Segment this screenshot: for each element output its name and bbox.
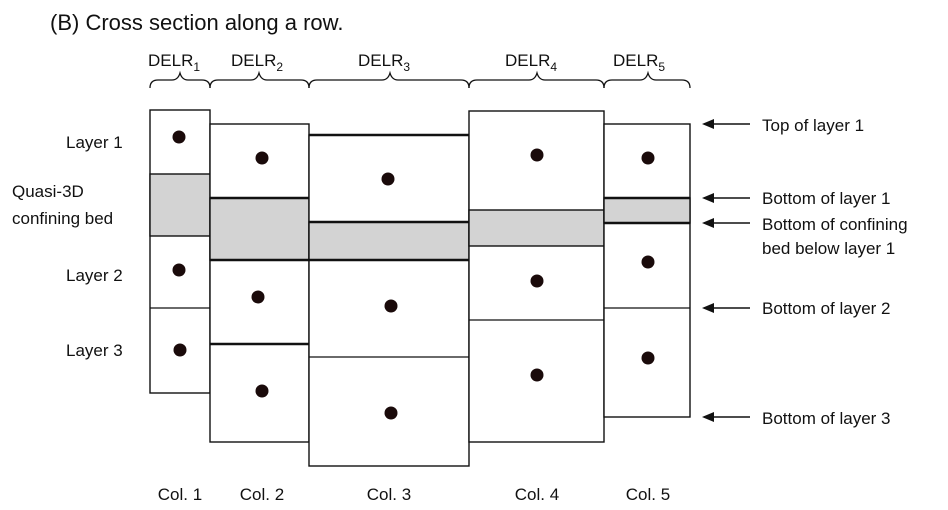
label-confining-bed: confining bed [12, 209, 113, 228]
column-1 [149, 109, 211, 394]
arrow-bottom-confining [702, 218, 750, 228]
column-4-confining-bed [468, 209, 605, 247]
column-1-node-layer3 [173, 343, 187, 357]
delr-brace-4 [468, 70, 605, 89]
column-4-node-layer3 [530, 368, 544, 382]
column-5-node-layer2 [641, 255, 655, 269]
diagram-title: (B) Cross section along a row. [50, 10, 343, 35]
label-bed-below-layer-1: bed below layer 1 [762, 239, 895, 258]
column-label-5: Col. 5 [626, 485, 670, 504]
column-4 [468, 110, 605, 443]
column-3-confining-bed [308, 221, 470, 261]
column-1-confining-bed [149, 173, 211, 237]
label-layer-3: Layer 3 [66, 341, 123, 360]
column-2 [209, 123, 310, 443]
column-5-confining-bed [603, 197, 691, 224]
column-2-node-layer2 [251, 290, 265, 304]
delr-label-3: DELR3 [358, 51, 410, 74]
label-top-of-layer-1: Top of layer 1 [762, 116, 864, 135]
column-5-node-layer3 [641, 351, 655, 365]
delr-brace-3 [308, 70, 470, 89]
column-5-outline [603, 123, 691, 418]
column-label-2: Col. 2 [240, 485, 284, 504]
column-1-node-layer2 [172, 263, 186, 277]
arrow-bottom-layer2 [702, 303, 750, 313]
column-2-node-layer1 [255, 151, 269, 165]
arrow-bottom-layer1 [702, 193, 750, 203]
delr-brace-5 [603, 70, 691, 89]
column-2-node-layer3 [255, 384, 269, 398]
delr-label-2: DELR2 [231, 51, 283, 74]
delr-brace-1 [149, 70, 211, 89]
column-5-node-layer1 [641, 151, 655, 165]
column-2-confining-bed [209, 197, 310, 261]
label-layer-2: Layer 2 [66, 266, 123, 285]
column-label-1: Col. 1 [158, 485, 202, 504]
label-bottom-of-layer-3: Bottom of layer 3 [762, 409, 891, 428]
label-layer-1: Layer 1 [66, 133, 123, 152]
label-quasi-3d: Quasi-3D [12, 182, 84, 201]
arrow-top-layer1 [702, 119, 750, 129]
column-label-3: Col. 3 [367, 485, 411, 504]
column-4-node-layer2 [530, 274, 544, 288]
delr-label-5: DELR5 [613, 51, 665, 74]
column-3 [308, 133, 470, 467]
column-1-node-layer1 [172, 130, 186, 144]
delr-brace-2 [209, 70, 310, 89]
column-3-node-layer2 [384, 299, 398, 313]
label-bottom-of-layer-1: Bottom of layer 1 [762, 189, 891, 208]
column-4-node-layer1 [530, 148, 544, 162]
column-label-4: Col. 4 [515, 485, 559, 504]
delr-label-1: DELR1 [148, 51, 200, 74]
column-5 [603, 123, 691, 418]
label-bottom-of-layer-2: Bottom of layer 2 [762, 299, 891, 318]
column-3-node-layer1 [381, 172, 395, 186]
arrow-bottom-layer3 [702, 412, 750, 422]
column-3-node-layer3 [384, 406, 398, 420]
delr-label-4: DELR4 [505, 51, 557, 74]
label-bottom-of-confining: Bottom of confining [762, 215, 908, 234]
